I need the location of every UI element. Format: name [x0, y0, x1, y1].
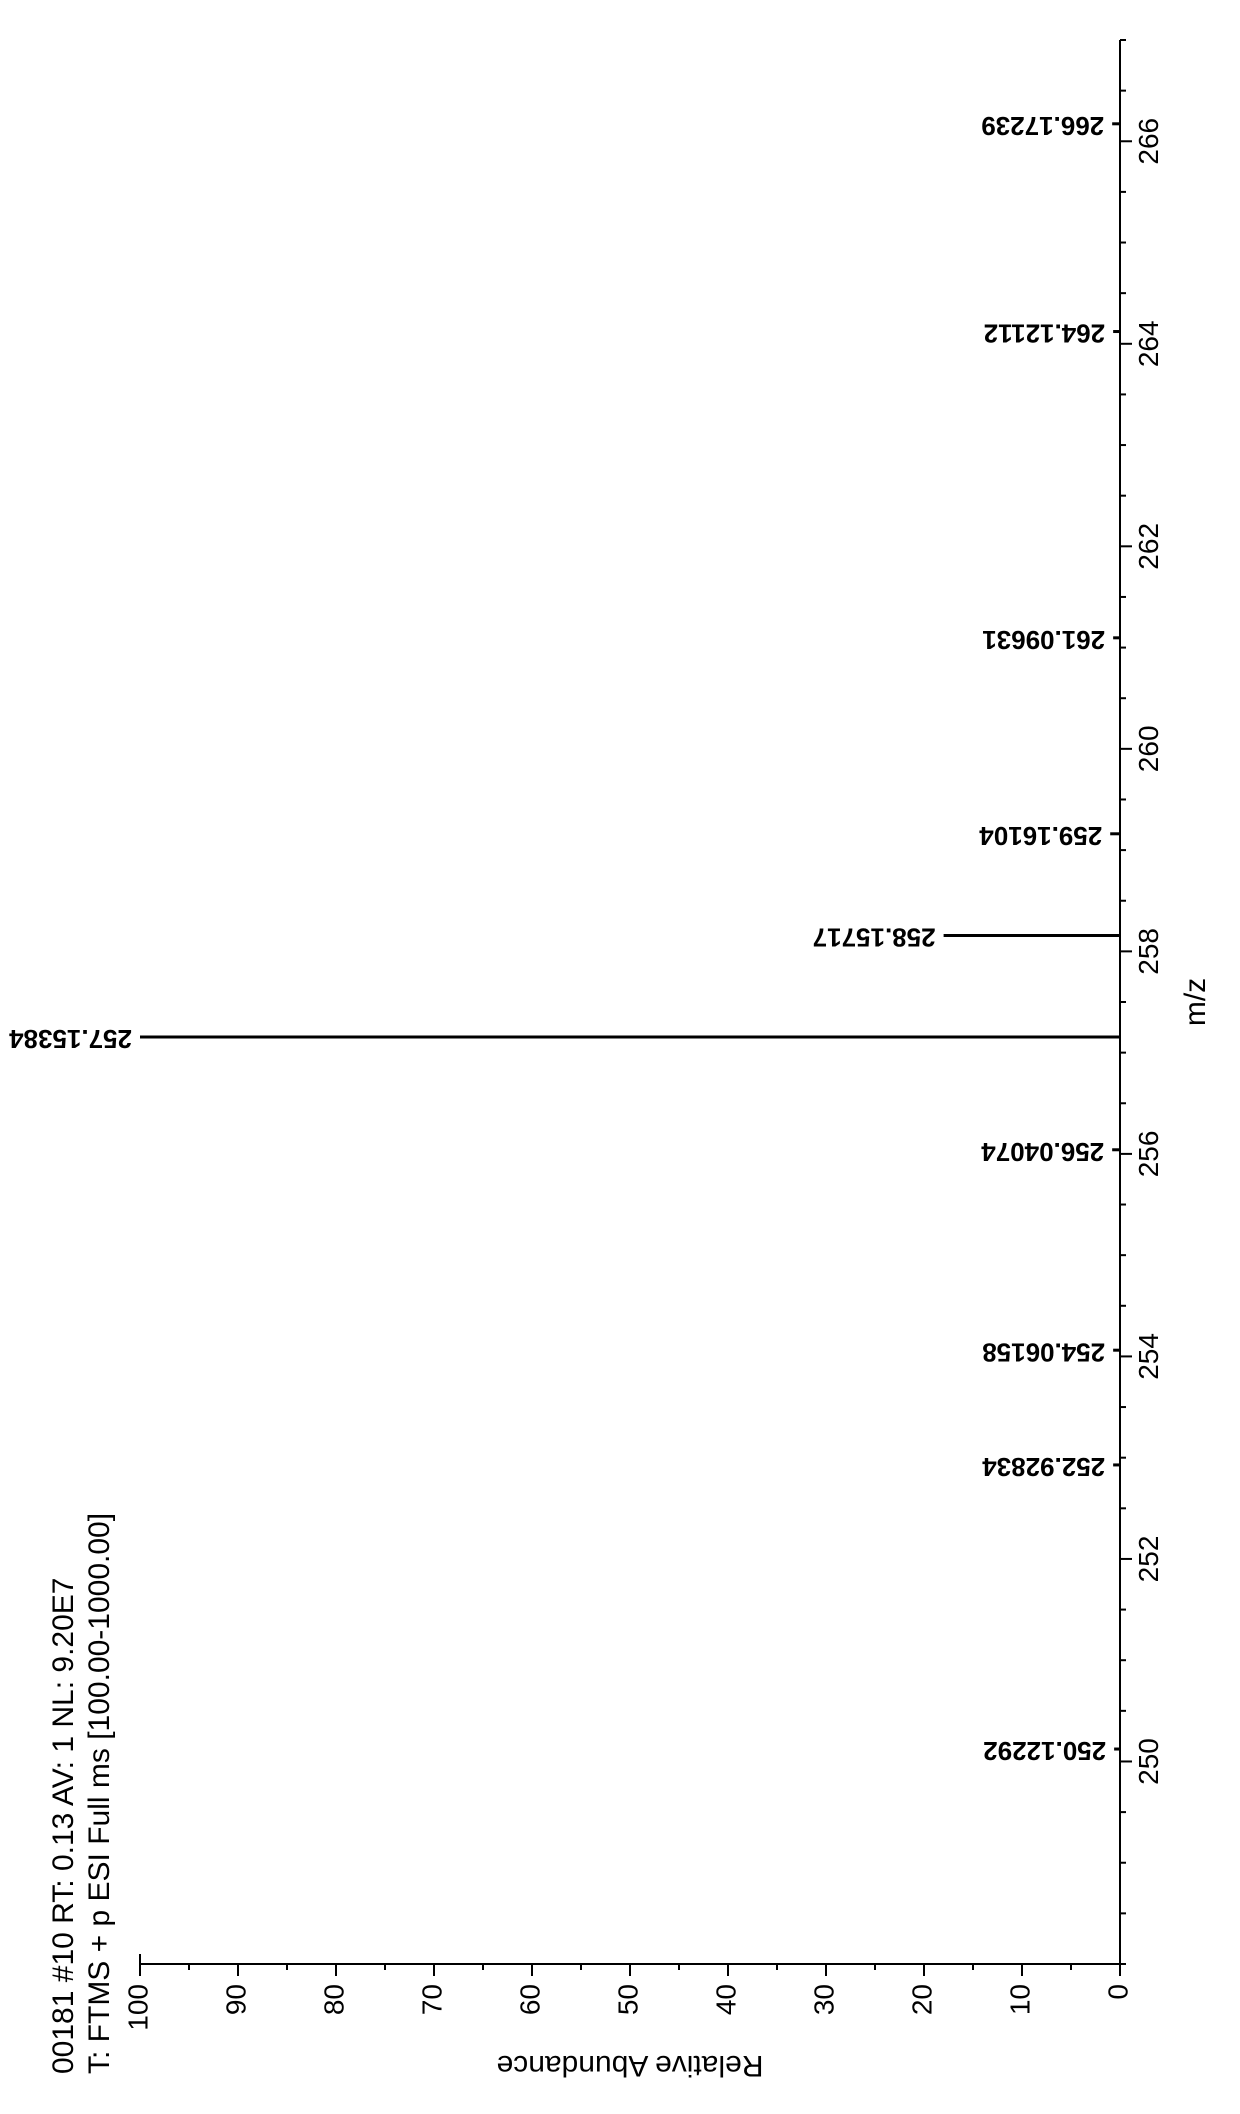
peak-label: 261.09631 [982, 625, 1105, 655]
x-tick-label: 266 [1133, 118, 1164, 165]
header-line-2: T: FTMS + p ESI Full ms [100.00-1000.00] [83, 1513, 116, 2074]
peak-label: 266.17239 [981, 111, 1104, 141]
y-tick-label: 100 [122, 1984, 153, 2031]
y-tick-label: 0 [1102, 1984, 1133, 2000]
y-tick-label: 80 [318, 1984, 349, 2015]
header-line-1: 00181 #10 RT: 0.13 AV: 1 NL: 9.20E7 [47, 1578, 80, 2074]
x-tick-label: 260 [1133, 725, 1164, 772]
x-tick-label: 252 [1133, 1536, 1164, 1583]
peak-label: 250.12292 [983, 1736, 1106, 1766]
y-tick-label: 40 [710, 1984, 741, 2015]
x-tick-label: 254 [1133, 1333, 1164, 1380]
peak-label: 256.04074 [981, 1137, 1104, 1167]
y-tick-label: 70 [416, 1984, 447, 2015]
chart-background [0, 0, 1240, 2114]
x-tick-label: 258 [1133, 928, 1164, 975]
y-tick-label: 20 [906, 1984, 937, 2015]
peak-label: 257.15384 [9, 1024, 132, 1054]
x-tick-label: 264 [1133, 320, 1164, 367]
x-tick-label: 262 [1133, 523, 1164, 570]
x-axis-label: m/z [1179, 978, 1212, 1026]
y-tick-label: 30 [808, 1984, 839, 2015]
x-tick-label: 250 [1133, 1738, 1164, 1785]
peak-label: 254.06158 [982, 1337, 1105, 1367]
peak-label: 258.15717 [813, 923, 936, 953]
peak-label: 264.12112 [984, 319, 1105, 349]
y-axis-label: Relative Abundance [497, 2049, 764, 2082]
y-tick-label: 90 [220, 1984, 251, 2015]
y-tick-label: 50 [612, 1984, 643, 2015]
y-tick-label: 60 [514, 1984, 545, 2015]
x-tick-label: 256 [1133, 1131, 1164, 1178]
peak-label: 252.92834 [982, 1452, 1105, 1482]
peak-label: 259.16104 [979, 821, 1102, 851]
y-tick-label: 10 [1004, 1984, 1035, 2015]
mass-spectrum-chart: 00181 #10 RT: 0.13 AV: 1 NL: 9.20E7T: FT… [0, 0, 1240, 2114]
